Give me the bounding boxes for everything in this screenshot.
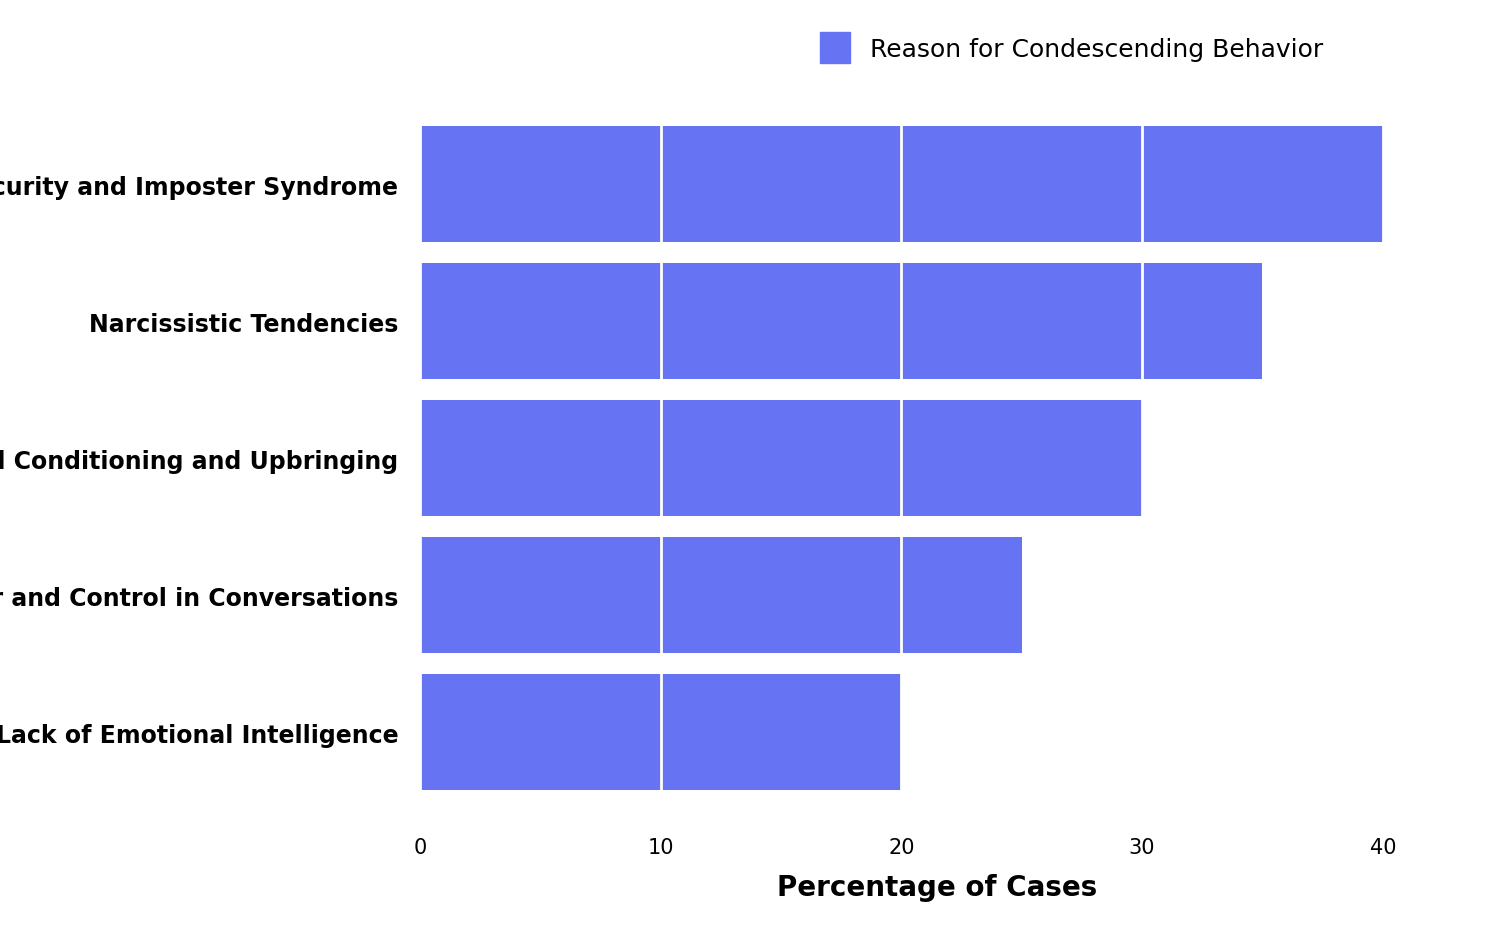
Bar [420, 264, 1263, 380]
Bar [420, 401, 1142, 517]
Bar [420, 126, 1383, 243]
X-axis label: Percentage of Cases: Percentage of Cases [777, 873, 1098, 901]
Bar [420, 674, 902, 791]
Legend: Reason for Condescending Behavior: Reason for Condescending Behavior [821, 33, 1323, 64]
Bar [420, 537, 1022, 653]
